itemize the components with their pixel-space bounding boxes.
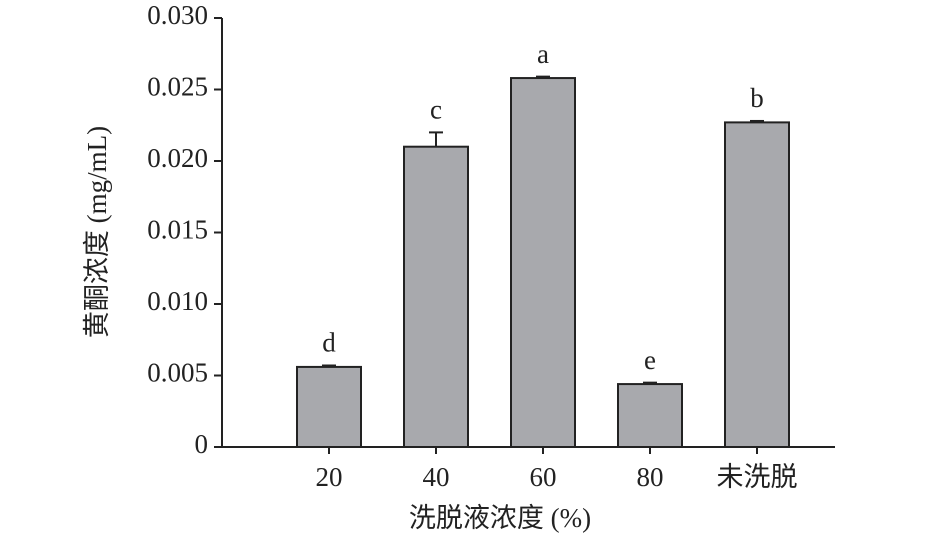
- x-tick-label: 未洗脱: [717, 462, 798, 492]
- annotation: d: [322, 328, 336, 358]
- annotation: b: [750, 83, 764, 113]
- y-axis-title: 黄酮浓度 (mg/mL): [82, 126, 112, 338]
- bar: [617, 383, 683, 448]
- annotation: c: [430, 95, 442, 125]
- bar: [510, 77, 576, 448]
- x-tick-label: 40: [423, 462, 450, 492]
- x-axis-title: 洗脱液浓度 (%): [409, 503, 591, 533]
- y-tick-label: 0.020: [147, 143, 208, 173]
- y-tick-label: 0.010: [147, 286, 208, 316]
- annotation: a: [537, 39, 549, 69]
- x-tick-label: 80: [637, 462, 664, 492]
- y-tick-label: 0.015: [147, 215, 208, 245]
- x-tick-label: 60: [530, 462, 557, 492]
- bar: [724, 121, 790, 448]
- y-tick-label: 0.030: [147, 0, 208, 30]
- bar: [403, 145, 469, 448]
- y-tick-label: 0.005: [147, 358, 208, 388]
- y-tick-label: 0: [195, 429, 209, 459]
- x-tick-label: 20: [316, 462, 343, 492]
- bar: [296, 365, 362, 449]
- y-tick-label: 0.025: [147, 72, 208, 102]
- annotation: e: [644, 345, 656, 375]
